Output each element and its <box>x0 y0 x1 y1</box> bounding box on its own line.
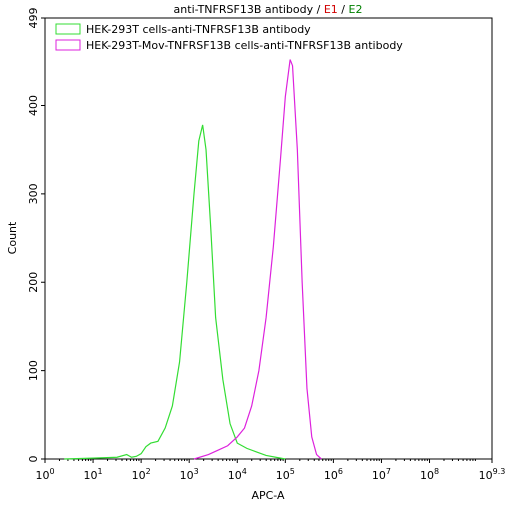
y-tick-label: 100 <box>27 360 40 381</box>
x-tick-exponent: 2 <box>146 467 151 476</box>
x-tick-exponent: 5 <box>290 467 295 476</box>
x-tick-label: 103 <box>180 467 199 482</box>
title-part: / <box>338 3 349 16</box>
x-tick-exponent: 6 <box>338 467 343 476</box>
x-axis-label: APC-A <box>251 489 285 502</box>
x-tick-label: 106 <box>324 467 343 482</box>
x-tick-label: 107 <box>372 467 391 482</box>
x-tick-base: 10 <box>372 469 386 482</box>
y-tick-label: 499 <box>27 8 40 29</box>
x-tick-exponent: 0 <box>49 467 54 476</box>
plot-frame <box>44 17 493 460</box>
x-tick-exponent: 4 <box>242 467 247 476</box>
y-tick-label: 0 <box>27 456 40 463</box>
x-tick-label: 108 <box>420 467 439 482</box>
x-tick-exponent: 1 <box>98 467 103 476</box>
x-tick-label: 105 <box>276 467 295 482</box>
x-tick-base: 10 <box>84 469 98 482</box>
y-axis-label: Count <box>6 221 19 254</box>
chart-title: anti-TNFRSF13B antibody / E1 / E2 <box>174 3 363 16</box>
legend-swatch <box>55 39 81 51</box>
x-tick-exponent: 8 <box>434 467 439 476</box>
x-tick-label: 101 <box>84 467 103 482</box>
x-tick-base: 10 <box>180 469 194 482</box>
x-tick-exponent: 7 <box>386 467 391 476</box>
legend-label: HEK-293T cells-anti-TNFRSF13B antibody <box>86 23 311 36</box>
x-tick-label: 109.3 <box>479 467 505 482</box>
title-part: E2 <box>349 3 363 16</box>
x-tick-base: 10 <box>35 469 49 482</box>
x-tick-label: 102 <box>132 467 151 482</box>
x-tick-label: 100 <box>35 467 54 482</box>
x-tick-base: 10 <box>479 469 493 482</box>
histogram-line <box>64 124 286 460</box>
x-tick-base: 10 <box>228 469 242 482</box>
x-tick-base: 10 <box>324 469 338 482</box>
x-tick-exponent: 3 <box>194 467 199 476</box>
y-tick-label: 300 <box>27 183 40 204</box>
x-tick-exponent: 9.3 <box>493 467 505 476</box>
y-tick-label: 200 <box>27 272 40 293</box>
legend-label: HEK-293T-Mov-TNFRSF13B cells-anti-TNFRSF… <box>86 39 403 52</box>
x-tick-base: 10 <box>420 469 434 482</box>
x-tick-base: 10 <box>132 469 146 482</box>
y-tick-label: 400 <box>27 95 40 116</box>
histogram-line <box>193 59 322 460</box>
x-tick-label: 104 <box>228 467 247 482</box>
title-part: anti-TNFRSF13B antibody / <box>174 3 324 16</box>
x-tick-base: 10 <box>276 469 290 482</box>
title-part: E1 <box>324 3 338 16</box>
legend-swatch <box>55 23 81 35</box>
